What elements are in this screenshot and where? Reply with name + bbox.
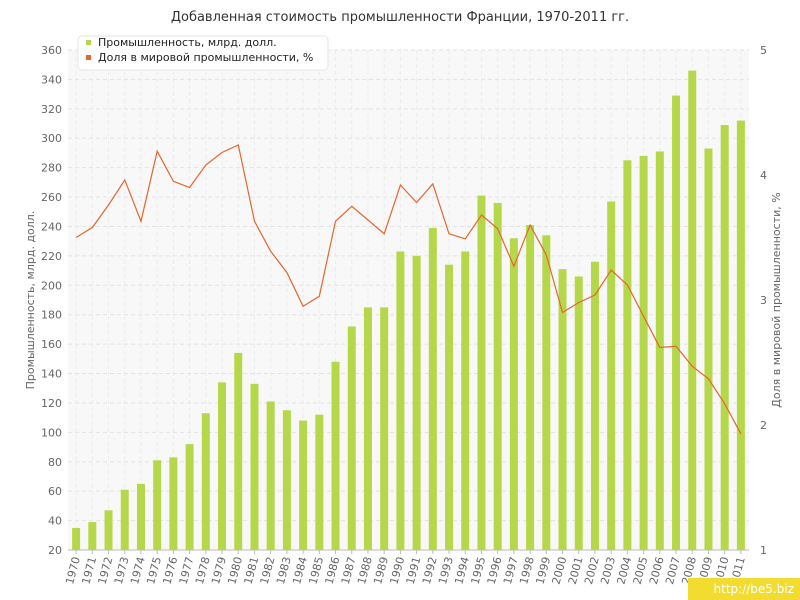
bar-1996	[493, 202, 502, 551]
y2-axis-ticks: 1 2 3 4 5	[760, 44, 767, 557]
y-tick-label: 180	[41, 309, 62, 322]
bar-2000	[558, 269, 567, 550]
y2-tick-label: 5	[760, 44, 767, 57]
y-tick-label: 280	[41, 162, 62, 175]
bar-2004	[623, 160, 632, 550]
bar-1972	[104, 510, 113, 550]
legend-label-share: Доля в мировой промышленности, %	[98, 51, 313, 64]
y-axis-label: Промышленность, млрд. долл.	[24, 211, 37, 390]
bar-2006	[655, 151, 664, 550]
bar-2005	[639, 155, 648, 550]
bar-1986	[331, 361, 340, 550]
y-tick-label: 360	[41, 44, 62, 57]
bar-1971	[88, 522, 97, 550]
chart-title: Добавленная стоимость промышленности Фра…	[171, 10, 629, 25]
bar-1999	[542, 235, 551, 550]
y-tick-label: 220	[41, 250, 62, 263]
y-tick-label: 340	[41, 73, 62, 86]
bar-1978	[201, 413, 210, 550]
legend-box	[77, 35, 329, 71]
bar-1977	[185, 444, 194, 550]
bar-2011	[736, 120, 745, 551]
bar-1995	[477, 195, 486, 550]
bar-1976	[169, 457, 178, 550]
legend-swatch-industry	[86, 40, 91, 45]
bar-2009	[704, 148, 713, 550]
bar-2002	[590, 261, 599, 550]
bar-1987	[347, 326, 356, 550]
bar-1998	[526, 225, 535, 550]
bar-1991	[412, 255, 421, 550]
y-tick-label: 80	[48, 456, 62, 469]
bar-2001	[574, 276, 583, 550]
y-tick-label: 40	[48, 515, 62, 528]
bar-1982	[266, 401, 275, 550]
x-axis-ticks: 1970197119721973197419751976197719781979…	[63, 550, 748, 586]
bar-1981	[250, 383, 259, 550]
y2-tick-label: 1	[760, 544, 767, 557]
y-tick-label: 100	[41, 426, 62, 439]
y-tick-label: 320	[41, 103, 62, 116]
legend-label-industry: Промышленность, млрд. долл.	[98, 36, 277, 49]
bar-1993	[445, 264, 454, 550]
bar-1997	[509, 238, 518, 550]
bar-1990	[396, 251, 405, 550]
bar-1984	[299, 420, 308, 550]
bar-1994	[461, 251, 470, 550]
bar-1988	[363, 307, 372, 550]
legend-swatch-share	[86, 55, 91, 60]
bar-1983	[282, 410, 291, 550]
legend: Промышленность, млрд. долл. Доля в миров…	[77, 35, 329, 71]
y-tick-label: 300	[41, 132, 62, 145]
y-tick-label: 160	[41, 338, 62, 351]
bar-1985	[315, 414, 324, 550]
y2-axis-label: Доля в мировой промышленности, %	[770, 192, 783, 407]
bar-series	[72, 70, 745, 551]
bar-1974	[136, 483, 145, 550]
y-tick-label: 60	[48, 485, 62, 498]
bar-1992	[428, 227, 437, 551]
watermark: http://be5.biz	[688, 578, 800, 600]
y-tick-label: 240	[41, 220, 62, 233]
bar-1989	[380, 307, 389, 550]
y-tick-label: 260	[41, 191, 62, 204]
y2-tick-label: 2	[760, 419, 767, 432]
bar-2010	[720, 125, 729, 550]
bar-1980	[234, 352, 243, 550]
bar-1970	[72, 527, 81, 550]
y-tick-label: 200	[41, 279, 62, 292]
y2-tick-label: 3	[760, 294, 767, 307]
y-axis-ticks: 20 40 60 80 100 120 140 160 180 200 220 240 260 280 30…	[41, 44, 62, 557]
y-tick-label: 20	[48, 544, 62, 557]
bar-2008	[688, 70, 697, 551]
bar-2007	[672, 95, 681, 551]
bar-1979	[218, 382, 227, 550]
bar-2003	[607, 201, 616, 550]
bar-1975	[153, 460, 162, 550]
y-tick-label: 120	[41, 397, 62, 410]
bar-1973	[120, 489, 129, 550]
line-series	[75, 144, 742, 435]
y-tick-label: 140	[41, 368, 62, 381]
y2-tick-label: 4	[760, 169, 767, 182]
